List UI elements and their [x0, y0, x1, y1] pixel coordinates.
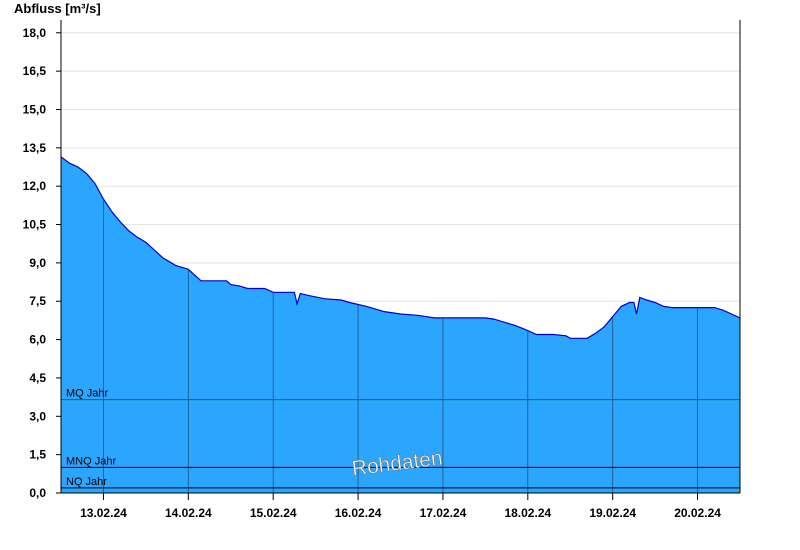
axes	[60, 20, 741, 494]
y-tick-label: 7,5	[29, 294, 46, 308]
reference-line-label: NQ Jahr	[66, 476, 107, 488]
reference-line-label: MQ Jahr	[66, 388, 109, 400]
day-separators	[103, 198, 698, 493]
y-tick-label: 15,0	[23, 102, 47, 116]
x-tick-label: 15.02.24	[250, 506, 297, 520]
x-tick-label: 14.02.24	[165, 506, 212, 520]
y-tick-label: 12,0	[23, 179, 47, 193]
y-tick-label: 18,0	[23, 26, 47, 40]
y-axis-ticks: 0,0 1,5 3,0 4,5 6,0 7,5 9,0 10,5 12,0 13,5 15,0 16,…	[23, 26, 61, 500]
x-tick-label: 13.02.24	[80, 506, 127, 520]
y-tick-label: 6,0	[29, 333, 46, 347]
y-tick-label: 9,0	[29, 256, 46, 270]
y-tick-label: 10,5	[23, 218, 47, 232]
discharge-area	[60, 156, 741, 494]
x-tick-label: 20.02.24	[674, 506, 721, 520]
x-tick-label: 19.02.24	[589, 506, 636, 520]
x-tick-label: 18.02.24	[504, 506, 551, 520]
discharge-area-fill	[61, 156, 740, 494]
y-axis-title: Abfluss [m³/s]	[14, 1, 101, 16]
y-tick-label: 13,5	[23, 141, 47, 155]
x-tick-label: 17.02.24	[420, 506, 467, 520]
y-tick-label: 4,5	[29, 371, 46, 385]
y-tick-label: 3,0	[29, 409, 46, 423]
discharge-line	[60, 156, 741, 339]
x-axis-ticks: 13.02.24 14.02.24 15.02.24 16.02.24 17.02.24…	[80, 493, 721, 520]
reference-line-label: MNQ Jahr	[66, 455, 116, 467]
reference-lines: MQ Jahr MNQ Jahr NQ Jahr	[61, 388, 740, 489]
x-tick-label: 16.02.24	[335, 506, 382, 520]
y-tick-label: 16,5	[23, 64, 47, 78]
y-tick-label: 0,0	[29, 486, 46, 500]
y-tick-label: 1,5	[29, 448, 46, 462]
